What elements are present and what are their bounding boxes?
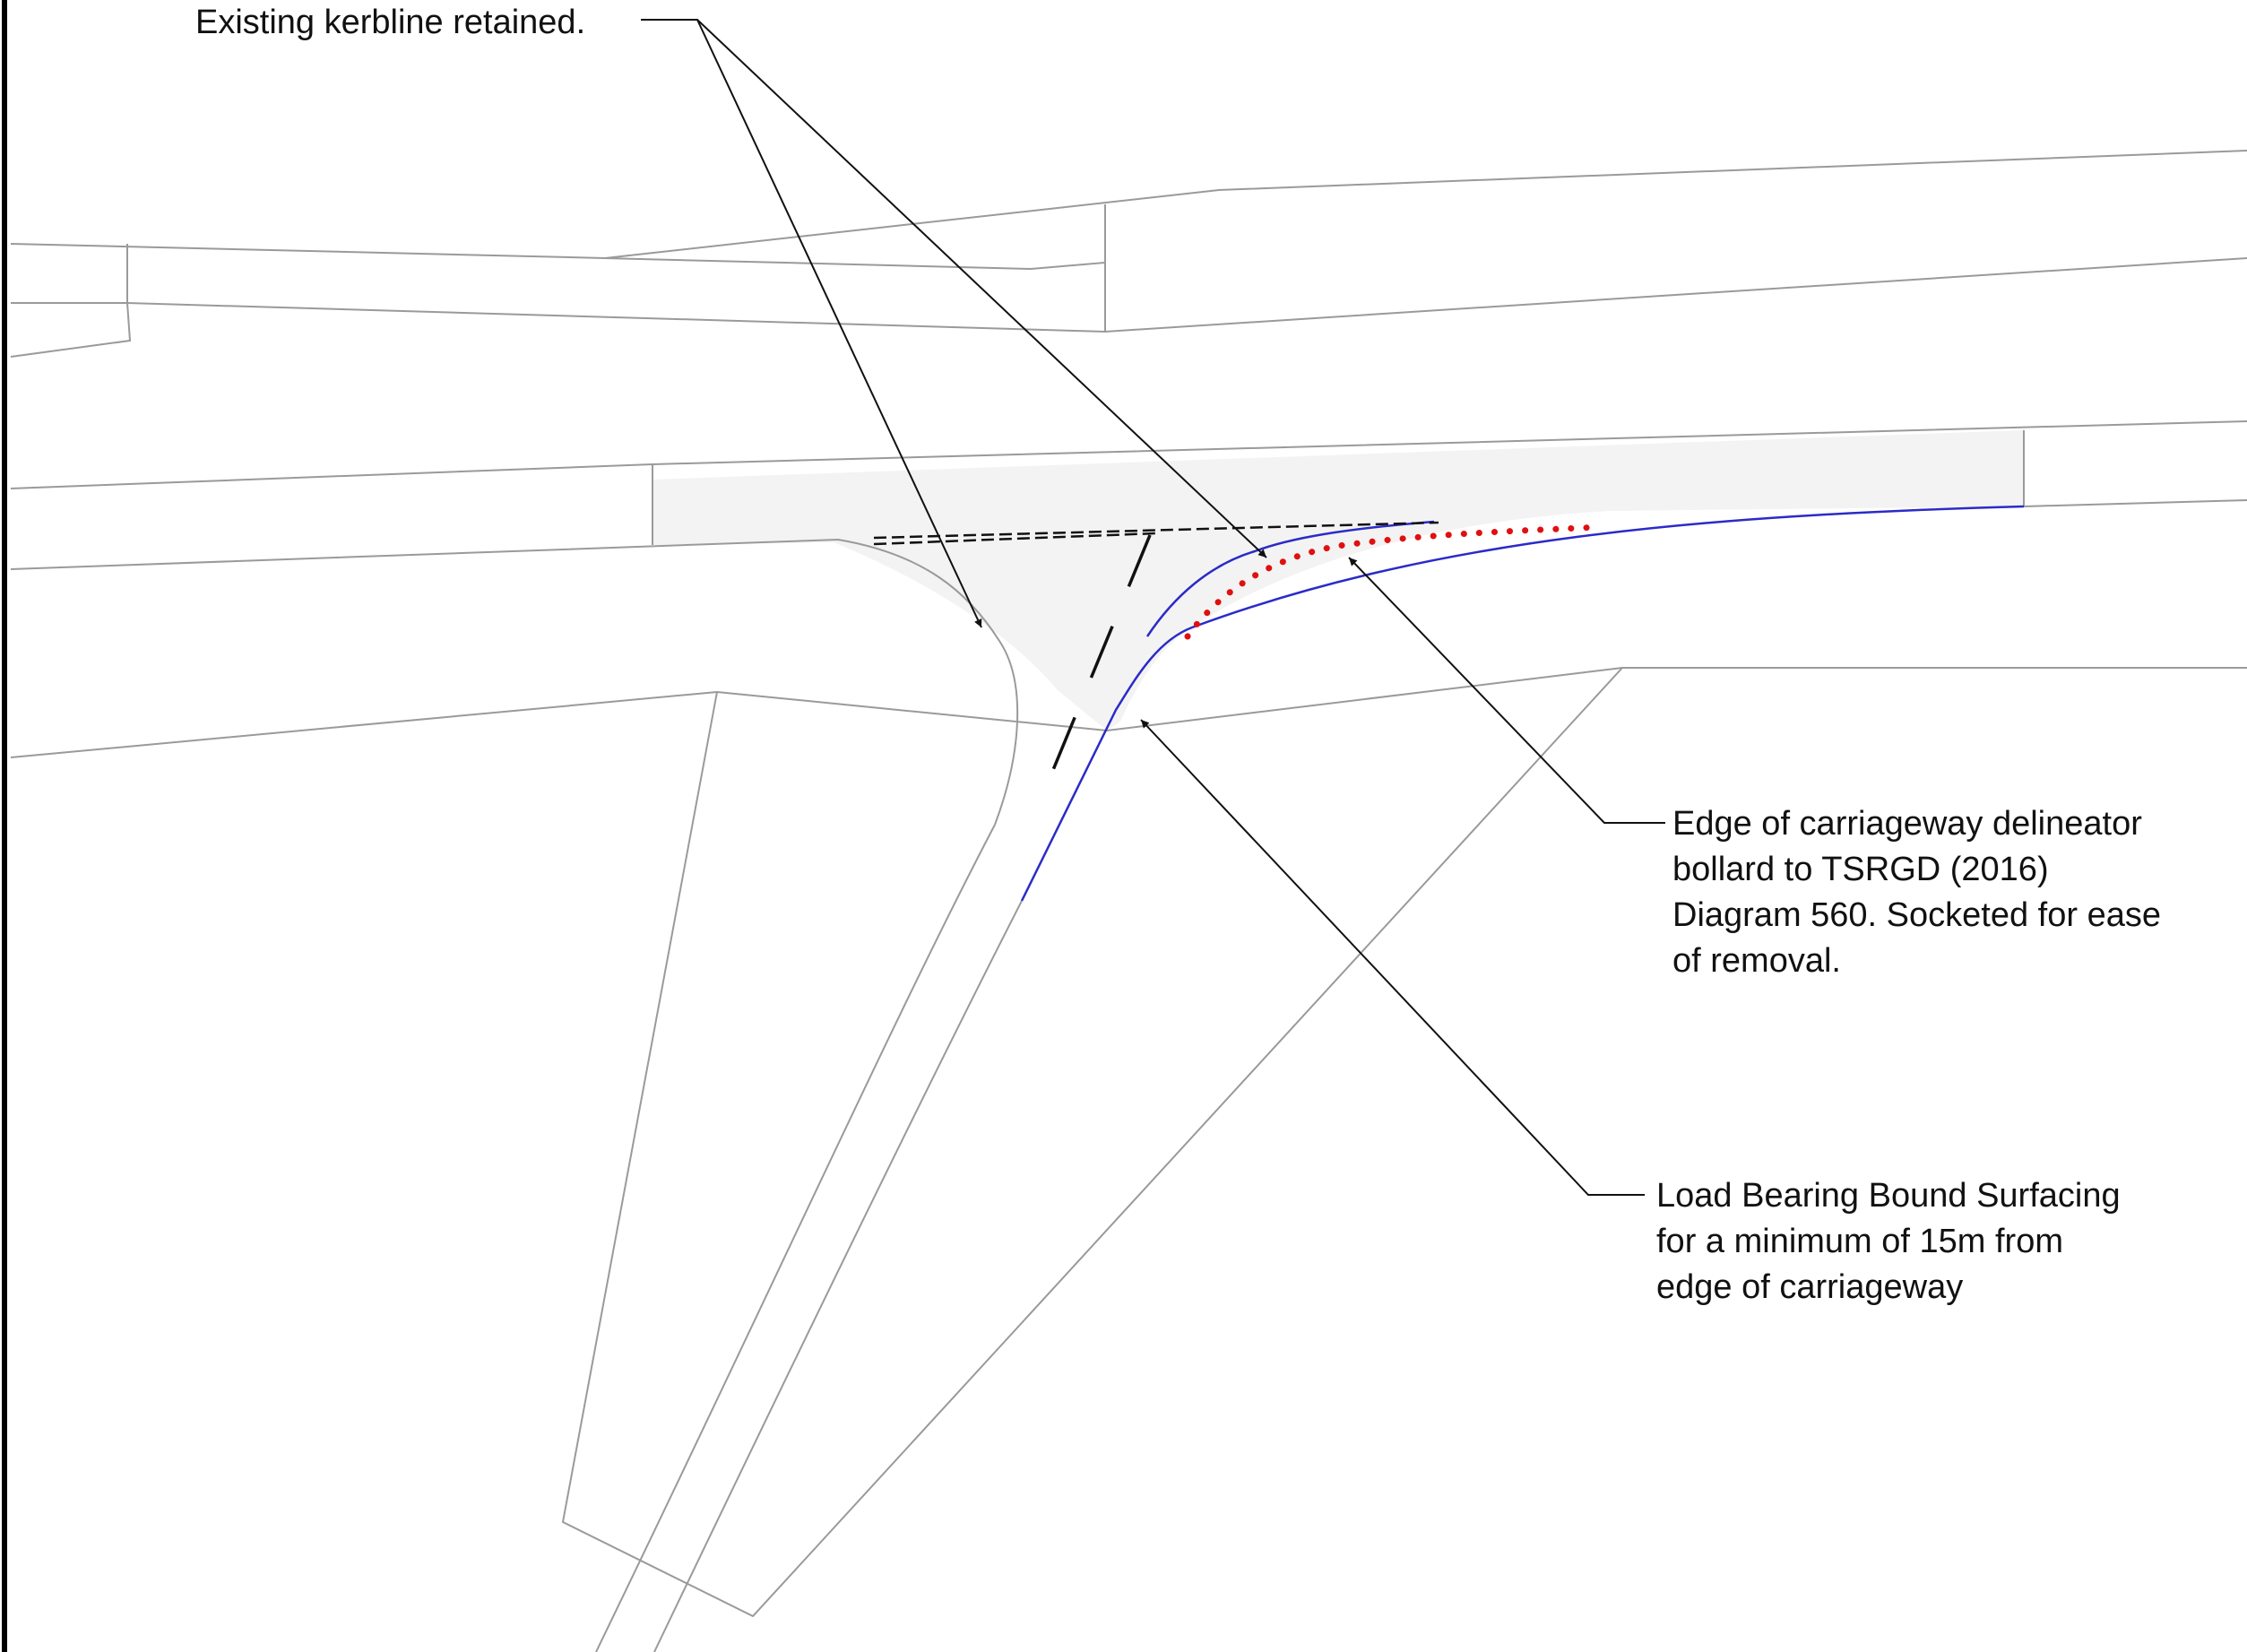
bollard-annotation: Edge of carriageway delineator bollard t… [1672,801,2161,984]
bollard-annotation-line: of removal. [1672,942,1841,980]
surfacing-annotation-line: edge of carriageway [1656,1268,1964,1306]
bollard-annotation-line: Edge of carriageway delineator [1672,805,2142,843]
give-way-markings [873,521,1439,797]
surfacing-annotation-line: for a minimum of 15m from [1656,1223,2063,1260]
kerbline-annotation-line: Existing kerbline retained. [195,4,586,41]
surfacing-annotation: Load Bearing Bound Surfacing for a minim… [1656,1173,2121,1310]
kerbline-annotation: Existing kerbline retained. [195,0,585,46]
bollard-leader [1348,557,1665,824]
bollard-annotation-line: bollard to TSRGD (2016) [1672,851,2049,888]
leader-lines [641,19,1665,1196]
surfacing-annotation-line: Load Bearing Bound Surfacing [1656,1177,2121,1215]
surfacing-leader [1140,719,1645,1196]
proposed-kerbline [1020,505,2025,902]
bollard-annotation-line: Diagram 560. Socketed for ease [1672,896,2161,934]
kerbline-leader-secondary [696,19,1267,558]
bound-surfacing-area [652,430,2024,731]
delineator-bollards [1184,523,1603,640]
